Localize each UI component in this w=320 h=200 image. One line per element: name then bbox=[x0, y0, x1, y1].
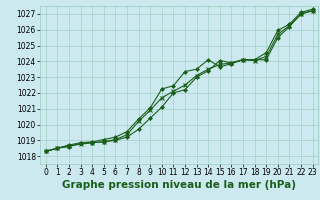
X-axis label: Graphe pression niveau de la mer (hPa): Graphe pression niveau de la mer (hPa) bbox=[62, 180, 296, 190]
